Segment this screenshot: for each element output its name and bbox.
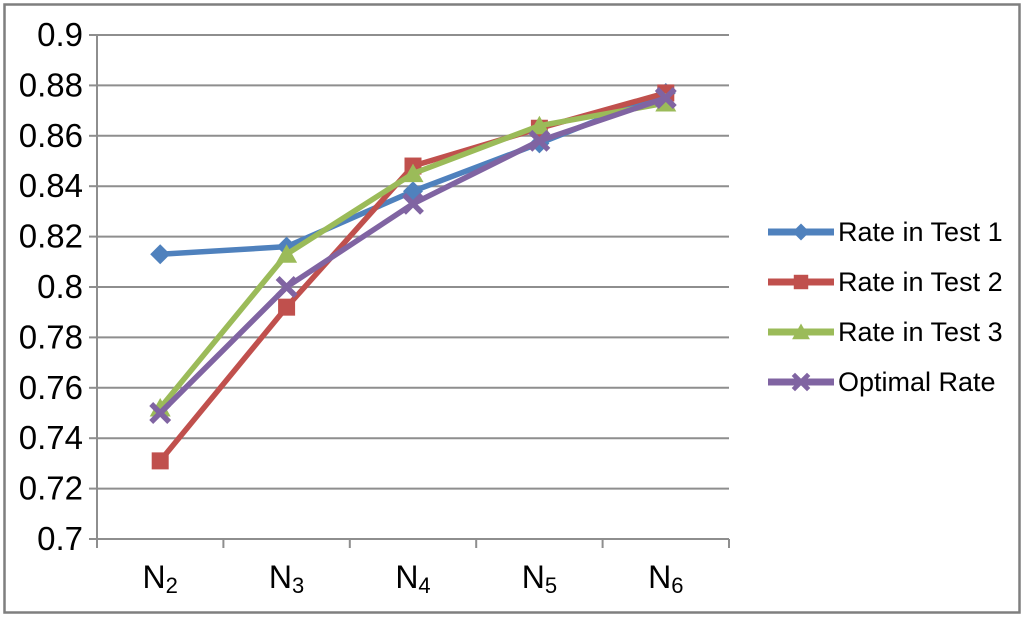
legend: Rate in Test 1 Rate in Test 2 Rate in Te… bbox=[768, 207, 1003, 407]
legend-swatch-marker bbox=[793, 274, 809, 290]
y-axis-tick-label: 0.72 bbox=[19, 470, 83, 507]
y-axis-tick-label: 0.74 bbox=[19, 419, 83, 456]
y-axis-tick-label: 0.78 bbox=[19, 318, 83, 355]
legend-swatch-diamond-icon bbox=[768, 223, 834, 241]
y-axis-tick-label: 0.82 bbox=[19, 218, 83, 255]
legend-item-rate-in-test-1: Rate in Test 1 bbox=[768, 207, 1003, 257]
data-point-marker bbox=[402, 163, 424, 183]
data-point-marker bbox=[275, 276, 298, 298]
legend-swatch-marker bbox=[791, 372, 811, 392]
x-axis-tick-label: N6 bbox=[648, 559, 683, 598]
y-axis-tick-label: 0.76 bbox=[19, 369, 83, 406]
data-point-marker bbox=[150, 244, 171, 265]
legend-label: Rate in Test 3 bbox=[838, 316, 1003, 347]
y-axis-tick-label: 0.88 bbox=[19, 66, 83, 103]
figure-border bbox=[3, 3, 1021, 614]
data-point-marker bbox=[278, 298, 296, 316]
y-axis-tick-label: 0.9 bbox=[37, 16, 83, 53]
x-axis-tick-label: N4 bbox=[395, 559, 430, 598]
legend-swatch-marker bbox=[792, 223, 810, 241]
data-point-marker bbox=[276, 244, 298, 263]
legend-swatch-triangle-icon bbox=[768, 323, 834, 340]
legend-label: Rate in Test 1 bbox=[838, 216, 1003, 247]
legend-swatch-x-icon bbox=[768, 372, 834, 392]
series-line bbox=[157, 90, 669, 464]
data-point-marker bbox=[528, 129, 551, 152]
series-line bbox=[157, 100, 669, 411]
legend-label: Optimal Rate bbox=[838, 366, 996, 397]
legend-swatch-marker bbox=[792, 323, 810, 340]
y-axis-tick-label: 0.86 bbox=[19, 117, 83, 154]
legend-swatch-square-icon bbox=[768, 274, 834, 290]
data-point-marker bbox=[149, 402, 172, 424]
data-point-marker bbox=[402, 192, 424, 215]
data-point-marker bbox=[654, 87, 677, 109]
legend-item-optimal-rate: Optimal Rate bbox=[768, 357, 1003, 407]
legend-label: Rate in Test 2 bbox=[838, 266, 1003, 297]
x-axis-tick-label: N2 bbox=[143, 559, 178, 598]
legend-item-rate-in-test-3: Rate in Test 3 bbox=[768, 307, 1003, 357]
data-point-marker bbox=[151, 452, 169, 470]
x-axis-tick-label: N5 bbox=[522, 559, 557, 598]
y-axis-tick-label: 0.84 bbox=[19, 167, 83, 204]
y-axis-tick-label: 0.7 bbox=[37, 520, 83, 557]
y-axis-tick-label: 0.8 bbox=[37, 268, 83, 305]
legend-item-rate-in-test-2: Rate in Test 2 bbox=[768, 257, 1003, 307]
data-point-marker bbox=[528, 115, 550, 135]
x-axis-tick-label: N3 bbox=[269, 559, 304, 598]
data-point-marker bbox=[149, 397, 171, 417]
